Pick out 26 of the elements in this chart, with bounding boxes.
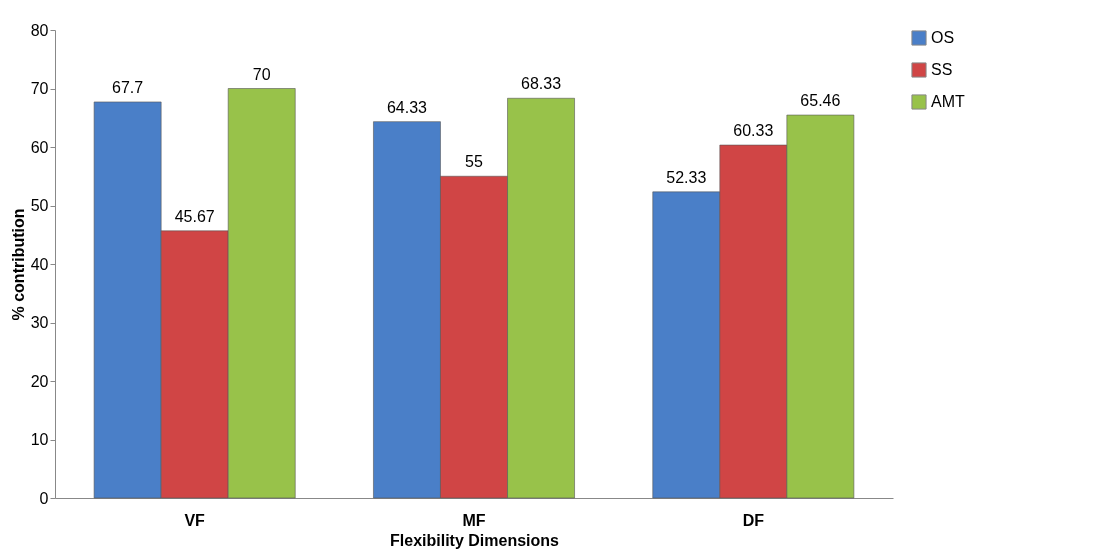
data-label: 45.67 <box>174 207 215 225</box>
data-label: 64.33 <box>386 98 428 116</box>
data-label: 68.33 <box>521 75 562 93</box>
data-label: 55 <box>465 153 483 171</box>
data-label: 52.33 <box>666 168 707 186</box>
y-tick-label: 60 <box>30 138 49 156</box>
y-tick-label: 30 <box>30 314 49 331</box>
y-tick-label: 20 <box>30 372 49 390</box>
y-tick-label: 0 <box>39 489 49 507</box>
x-tick-label: MF <box>462 511 486 529</box>
data-label: 60.33 <box>733 122 774 140</box>
legend-label: OS <box>931 29 955 46</box>
data-label: 67.7 <box>112 78 144 96</box>
y-axis-title: % contribution <box>9 208 27 321</box>
legend-label: AMT <box>931 93 965 110</box>
y-tick-label: 10 <box>30 431 49 448</box>
x-tick-label: DF <box>742 511 765 529</box>
y-tick-label: 50 <box>30 197 49 214</box>
data-label: 70 <box>252 65 271 83</box>
data-label: 65.46 <box>800 92 841 110</box>
x-tick-label: VF <box>184 511 206 529</box>
y-tick-label: 70 <box>30 80 49 97</box>
y-tick-label: 80 <box>30 21 49 39</box>
legend-label: SS <box>931 61 953 78</box>
x-axis-title: Flexibility Dimensions <box>390 531 560 549</box>
y-tick-label: 40 <box>30 255 49 273</box>
